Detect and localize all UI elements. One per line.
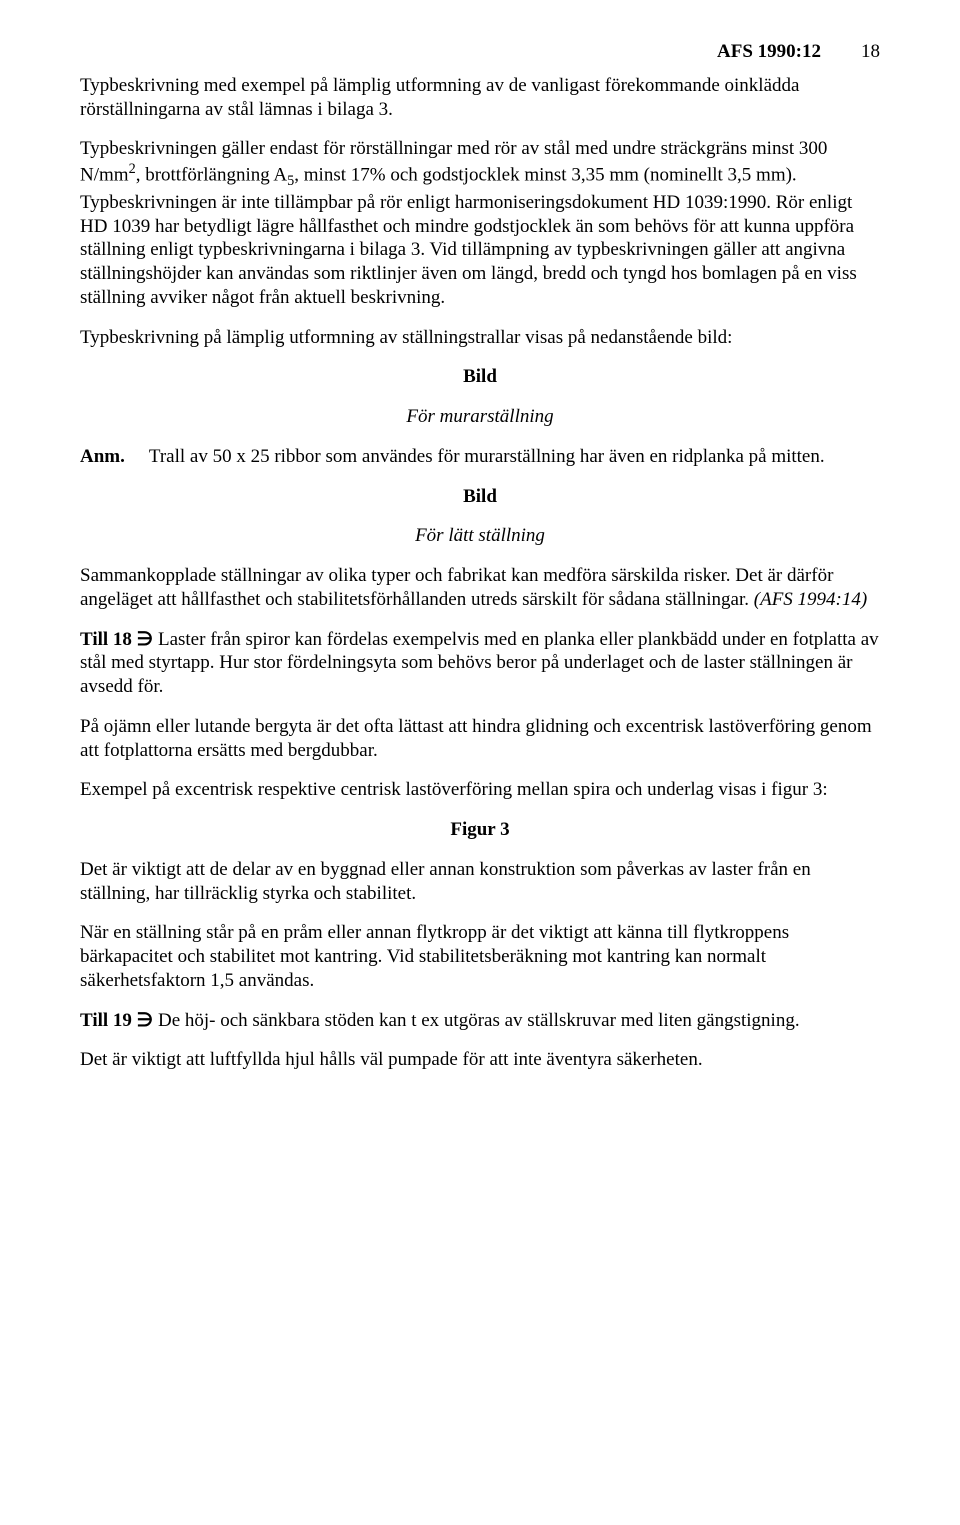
paragraph-10: Till 19 ∋ De höj- och sänkbara stöden ka… bbox=[80, 1009, 880, 1033]
bild-2: Bild bbox=[80, 485, 880, 509]
para5-label: Till 18 ∋ bbox=[80, 629, 153, 650]
paragraph-3: Typbeskrivning på lämplig utformning av … bbox=[80, 326, 880, 350]
para4-b: (AFS 1994:14) bbox=[754, 589, 867, 610]
para4-a: Sammankopplade ställningar av olika type… bbox=[80, 565, 833, 610]
bild-1: Bild bbox=[80, 365, 880, 389]
paragraph-6: På ojämn eller lutande bergyta är det of… bbox=[80, 715, 880, 763]
paragraph-7: Exempel på excentrisk respektive centris… bbox=[80, 778, 880, 802]
paragraph-11: Det är viktigt att luftfyllda hjul hålls… bbox=[80, 1048, 880, 1072]
paragraph-8: Det är viktigt att de delar av en byggna… bbox=[80, 858, 880, 906]
page-number: 18 bbox=[861, 40, 880, 64]
anm-text: Trall av 50 x 25 ribbor som användes för… bbox=[149, 445, 880, 469]
para2-sup: 2 bbox=[129, 161, 136, 177]
paragraph-2: Typbeskrivningen gäller endast för rörst… bbox=[80, 137, 880, 309]
anm-row: Anm. Trall av 50 x 25 ribbor som använde… bbox=[80, 445, 880, 469]
figur-3: Figur 3 bbox=[80, 818, 880, 842]
para2-b: , brottförlängning A bbox=[136, 164, 287, 185]
para5-text: Laster från spiror kan fördelas exempelv… bbox=[80, 629, 879, 698]
anm-label: Anm. bbox=[80, 445, 125, 469]
paragraph-1: Typbeskrivning med exempel på lämplig ut… bbox=[80, 74, 880, 122]
caption-2: För lätt ställning bbox=[80, 524, 880, 548]
header-line: AFS 1990:12 18 bbox=[80, 40, 880, 64]
para10-text: De höj- och sänkbara stöden kan t ex utg… bbox=[153, 1010, 799, 1031]
caption-1: För murarställning bbox=[80, 405, 880, 429]
paragraph-9: När en ställning står på en pråm eller a… bbox=[80, 921, 880, 992]
paragraph-5: Till 18 ∋ Laster från spiror kan fördela… bbox=[80, 628, 880, 699]
paragraph-4: Sammankopplade ställningar av olika type… bbox=[80, 564, 880, 612]
para10-label: Till 19 ∋ bbox=[80, 1010, 153, 1031]
para2-c: , minst 17% och godstjocklek minst 3,35 … bbox=[80, 164, 857, 308]
page: AFS 1990:12 18 Typbeskrivning med exempe… bbox=[0, 0, 960, 1148]
header-title: AFS 1990:12 bbox=[717, 40, 821, 64]
